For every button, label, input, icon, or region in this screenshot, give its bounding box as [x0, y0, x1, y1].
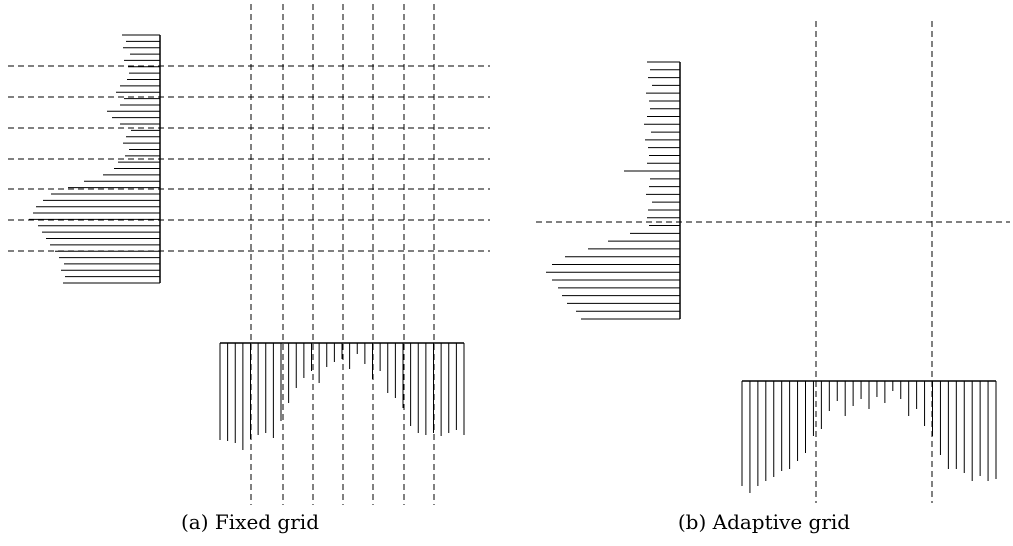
- caption-fixed-grid: (a) Fixed grid: [181, 510, 319, 534]
- panel-fixed-grid: [8, 4, 490, 505]
- panel-adaptive-grid: [536, 21, 1010, 503]
- caption-adaptive-grid: (b) Adaptive grid: [677, 510, 851, 534]
